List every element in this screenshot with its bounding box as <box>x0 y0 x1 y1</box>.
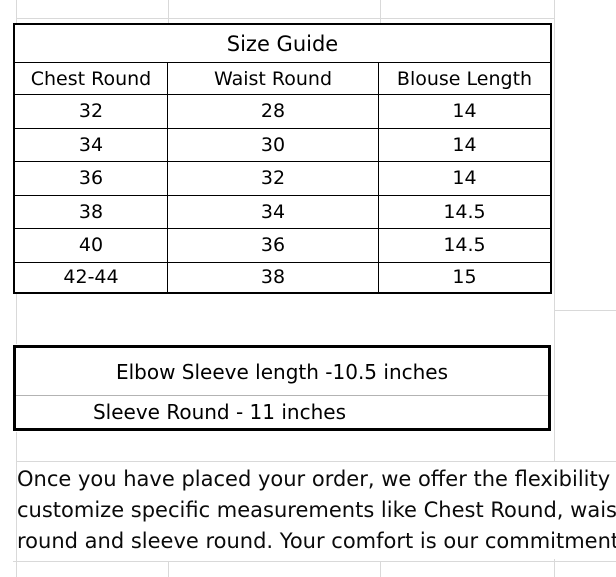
table-row: 40 36 14.5 <box>15 229 550 263</box>
size-guide-table: Size Guide Chest Round Waist Round Blous… <box>13 23 552 294</box>
sheet-gridline <box>554 310 616 311</box>
table-cell: 32 <box>15 95 168 128</box>
table-row: 38 34 14.5 <box>15 195 550 229</box>
table-header-row: Chest Round Waist Round Blouse Length <box>15 63 550 95</box>
table-cell: 14 <box>452 100 477 123</box>
table-row: 42-44 38 15 <box>15 262 550 292</box>
table-cell: 14.5 <box>443 234 486 257</box>
sheet-gridline <box>16 432 17 577</box>
sheet-gridline <box>13 561 616 562</box>
table-title: Size Guide <box>15 25 550 63</box>
sheet-gridline <box>554 0 555 461</box>
table-cell: 15 <box>452 266 477 289</box>
table-cell: 28 <box>168 95 379 128</box>
sheet-gridline <box>16 294 17 344</box>
sleeve-round-text: Sleeve Round - 11 inches <box>92 400 346 424</box>
column-header-blouse-length: Blouse Length <box>396 67 533 90</box>
note-line: round and sleeve round. Your comfort is … <box>17 529 616 553</box>
table-cell: 14.5 <box>443 200 486 223</box>
table-cell: 34 <box>15 128 168 161</box>
note-line: customize specific measurements like Che… <box>17 498 616 522</box>
sleeve-info-box: Elbow Sleeve length -10.5 inches Sleeve … <box>13 345 551 431</box>
elbow-sleeve-length-text: Elbow Sleeve length -10.5 inches <box>16 348 548 396</box>
column-header-waist-round: Waist Round <box>168 63 379 94</box>
table-cell: 38 <box>15 195 168 228</box>
note-line: Once you have placed your order, we offe… <box>17 467 616 491</box>
sheet-gridline <box>380 0 381 23</box>
customization-note: Once you have placed your order, we offe… <box>17 464 616 557</box>
table-cell: 32 <box>168 162 379 195</box>
sheet-gridline <box>16 18 554 19</box>
table-cell: 36 <box>15 162 168 195</box>
table-cell: 34 <box>168 195 379 228</box>
table-cell: 38 <box>168 262 379 292</box>
table-cell: 36 <box>168 229 379 262</box>
table-row: 34 30 14 <box>15 128 550 162</box>
table-row: 36 32 14 <box>15 162 550 196</box>
table-cell: 42-44 <box>15 262 168 292</box>
table-cell: 14 <box>452 133 477 156</box>
sheet-gridline <box>168 0 169 23</box>
sheet-gridline <box>16 0 17 23</box>
table-cell: 40 <box>15 229 168 262</box>
sheet-gridline <box>380 562 381 577</box>
sheet-gridline <box>554 559 555 577</box>
sheet-gridline <box>16 461 616 462</box>
table-cell: 30 <box>168 128 379 161</box>
table-cell: 14 <box>452 167 477 190</box>
sheet-gridline <box>168 562 169 577</box>
column-header-chest-round: Chest Round <box>15 63 168 94</box>
table-row: 32 28 14 <box>15 95 550 129</box>
